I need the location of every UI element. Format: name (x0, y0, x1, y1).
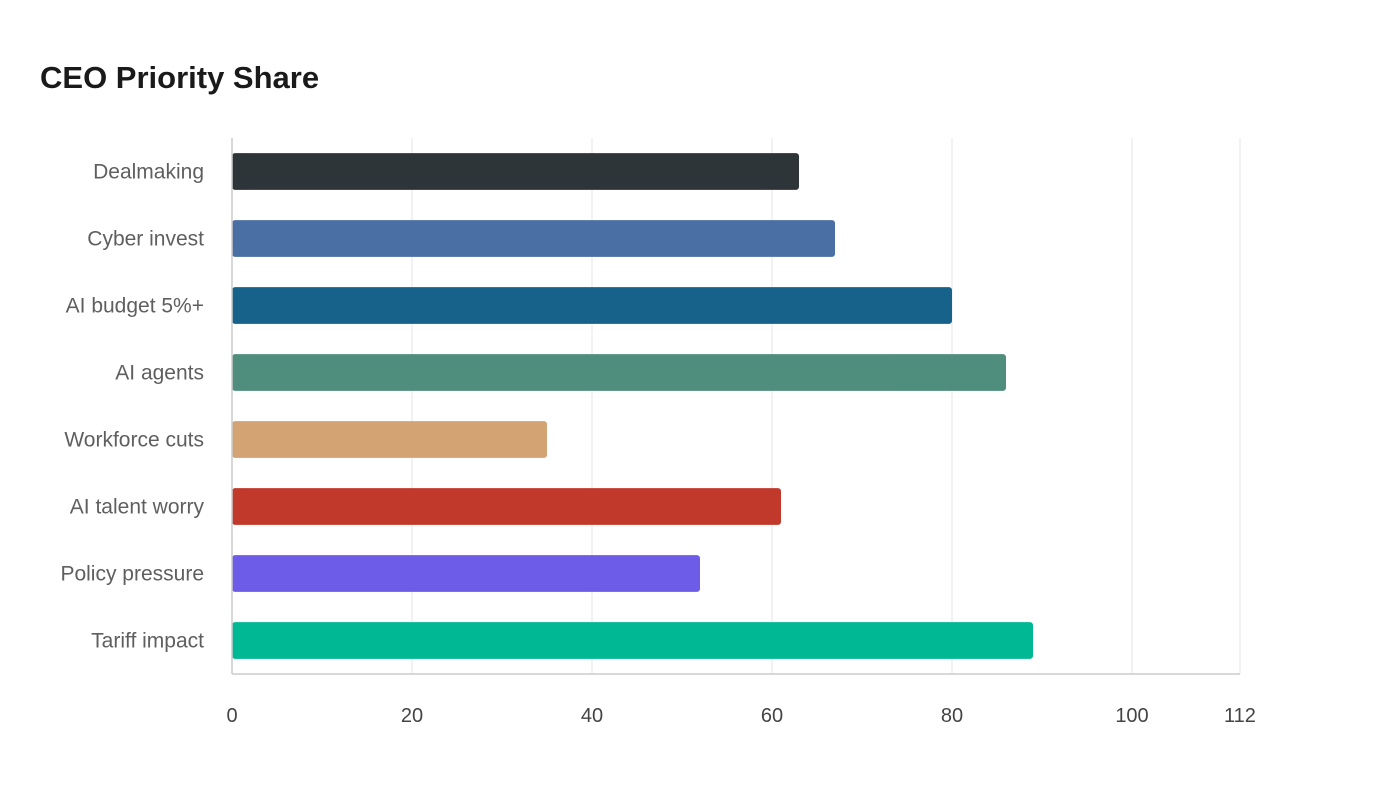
x-tick-label: 100 (1115, 705, 1148, 727)
bars (232, 153, 1033, 659)
category-label: Dealmaking (93, 161, 204, 184)
bar-workforce-cuts (232, 421, 547, 458)
bar-policy-pressure (232, 555, 700, 592)
grid-lines (411, 138, 1241, 674)
bar-cyber-invest (232, 220, 835, 257)
category-label: Workforce cuts (64, 429, 204, 452)
category-label: Cyber invest (87, 228, 204, 251)
category-labels: Dealmaking Cyber invest AI budget 5%+ AI ag… (60, 161, 204, 653)
x-tick-label: 112 (1224, 705, 1256, 727)
x-tick-label: 60 (761, 705, 783, 727)
category-label: Tariff impact (91, 630, 204, 653)
bar-ai-budget-5 (232, 287, 952, 324)
x-tick-label: 0 (226, 705, 237, 727)
category-label: Policy pressure (60, 563, 204, 586)
x-tick-label: 40 (581, 705, 603, 727)
chart-title: CEO Priority Share (40, 60, 320, 95)
bar-ai-agents (232, 354, 1006, 391)
bar-dealmaking (232, 153, 799, 190)
bar-tariff-impact (232, 622, 1033, 659)
category-label: AI talent worry (70, 496, 205, 519)
category-label: AI budget 5%+ (66, 295, 204, 318)
x-tick-label: 20 (401, 705, 423, 727)
x-tick-labels: 0 20 40 60 80 100 112 (226, 705, 1256, 727)
x-tick-label: 80 (941, 705, 963, 727)
category-label: AI agents (115, 362, 204, 385)
bar-ai-talent-worry (232, 488, 781, 525)
